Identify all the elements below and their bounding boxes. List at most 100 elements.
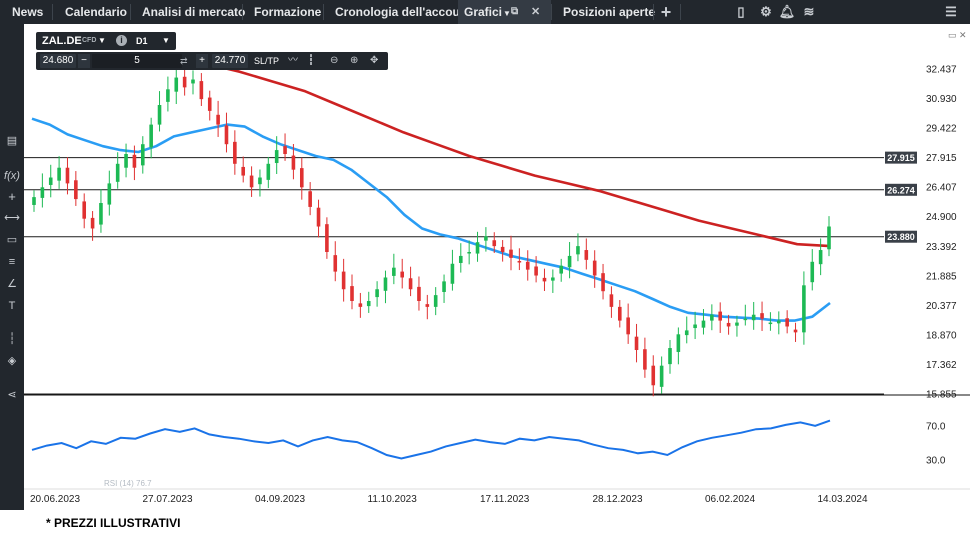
candle-body: [417, 286, 421, 302]
minus-button[interactable]: −: [78, 54, 90, 68]
candle-body: [718, 311, 723, 321]
top-navigation-bar: News Calendario Analisi di mercato Forma…: [0, 0, 970, 24]
chart-area[interactable]: 27.915 26.274 23.880 32.437 30.930 29.422 27.…: [24, 24, 970, 510]
tab-grafici-label: Grafici: [464, 5, 503, 19]
date-axis-tick: 11.10.2023: [368, 494, 418, 505]
candle-body: [325, 224, 329, 253]
tab-analisi-di-mercato[interactable]: Analisi di mercato: [142, 5, 246, 19]
chevron-down-icon[interactable]: ▼: [503, 9, 511, 18]
price-axis-tick: 30.930: [926, 94, 957, 105]
layers-icon[interactable]: ◈: [7, 355, 17, 367]
channel-icon[interactable]: ∠: [7, 278, 17, 290]
candle-body: [576, 246, 580, 255]
candle-body: [40, 187, 45, 198]
share-icon[interactable]: ⋖: [7, 389, 17, 401]
candle-body: [584, 250, 589, 260]
tab-grafici[interactable]: Grafici▼ ⧉ ✕: [458, 0, 551, 24]
tab-posizioni-aperte[interactable]: Posizioni aperte: [563, 5, 656, 19]
candle-body: [542, 277, 547, 282]
price-axis-tick: 18.870: [926, 330, 957, 341]
ruler-icon[interactable]: ┆: [8, 333, 16, 345]
date-axis-tick: 28.12.2023: [593, 494, 643, 505]
candle-body: [191, 79, 195, 84]
chevron-down-icon[interactable]: ▼: [98, 36, 106, 45]
level-label-box: [885, 151, 917, 164]
trend-icon[interactable]: 〰: [288, 55, 298, 66]
timeframe-select[interactable]: D1: [136, 36, 148, 46]
candle-body: [735, 322, 739, 326]
candle-body: [341, 271, 346, 290]
info-icon[interactable]: i: [116, 35, 127, 46]
fibonacci-icon[interactable]: ≡: [8, 256, 16, 268]
popout-icon[interactable]: ⧉: [511, 6, 519, 17]
tab-cronologia-account[interactable]: Cronologia dell'account: [335, 5, 472, 19]
candle-body: [701, 320, 706, 328]
swap-icon[interactable]: ⇄: [180, 56, 188, 66]
candle-body: [157, 105, 162, 125]
tab-formazione[interactable]: Formazione: [254, 5, 322, 19]
layout-icon[interactable]: ▯: [737, 4, 745, 19]
candle-body: [48, 177, 53, 185]
buy-price[interactable]: 24.770: [212, 54, 248, 68]
candle-body: [534, 266, 538, 276]
candle-body: [592, 260, 597, 276]
collapse-icon[interactable]: ▭ ✕: [948, 30, 967, 40]
candle-body: [182, 76, 187, 88]
candle-body: [140, 144, 145, 166]
candle-body: [199, 81, 204, 100]
chevron-down-icon[interactable]: ▼: [162, 36, 170, 45]
rsi-line: [31, 419, 831, 460]
date-axis-tick: 20.06.2023: [30, 494, 80, 505]
left-toolbar: ▤ f(x) + ⟷ ▭ ≡ ∠ T ┆ ◈ ⋖: [0, 24, 24, 510]
wifi-icon: ≋: [803, 4, 815, 19]
plus-button[interactable]: +: [196, 54, 208, 68]
chart-type-icon[interactable]: ▤: [6, 135, 18, 147]
add-tab-icon[interactable]: +: [660, 2, 672, 22]
menu-icon[interactable]: ☰: [945, 4, 957, 19]
candle-body: [785, 318, 789, 327]
sell-price[interactable]: 24.680: [40, 54, 76, 68]
candle-body: [57, 167, 61, 181]
instrument-symbol[interactable]: ZAL.DE: [42, 35, 82, 47]
line-tool-icon[interactable]: ⟷: [4, 212, 20, 224]
bell-icon[interactable]: 🔔︎: [778, 4, 796, 19]
candle-body: [350, 286, 354, 302]
candle-body: [216, 114, 220, 125]
candle-body: [810, 261, 815, 283]
candle-body: [115, 163, 120, 182]
price-axis-tick: 17.362: [926, 360, 957, 371]
sltp-button[interactable]: SL/TP: [254, 56, 280, 66]
tab-calendario[interactable]: Calendario: [65, 5, 128, 19]
zoom-out-icon[interactable]: ⊖: [330, 55, 339, 66]
candle-body: [392, 267, 396, 276]
candle-body: [400, 271, 405, 278]
instrument-type: CFD: [82, 37, 97, 44]
text-tool-icon[interactable]: T: [8, 300, 16, 312]
tab-news[interactable]: News: [12, 5, 44, 19]
indicator-icon[interactable]: f(x): [4, 170, 20, 182]
candle-body: [684, 330, 689, 336]
candle-body: [626, 317, 630, 335]
candles-icon[interactable]: ┇: [308, 55, 315, 66]
candle-body: [760, 313, 764, 319]
candle-body: [710, 314, 714, 321]
candle-body: [484, 236, 488, 241]
rectangle-icon[interactable]: ▭: [6, 234, 18, 246]
candle-body: [316, 207, 321, 227]
close-icon[interactable]: ✕: [531, 6, 541, 18]
quantity-input[interactable]: 5: [92, 54, 182, 68]
candle-body: [82, 201, 87, 219]
move-icon[interactable]: ✥: [370, 55, 379, 66]
candle-body: [776, 320, 781, 324]
price-chart[interactable]: 27.915 26.274 23.880 32.437 30.930 29.422 27.…: [24, 24, 970, 510]
candle-body: [433, 295, 438, 307]
level-label: 26.274: [887, 185, 915, 195]
crosshair-icon[interactable]: +: [8, 189, 16, 204]
candle-body: [366, 301, 371, 307]
settings-icon[interactable]: ⚙: [760, 4, 772, 19]
candle-body: [509, 249, 513, 258]
candle-body: [668, 348, 672, 365]
level-label: 27.915: [887, 153, 915, 163]
zoom-in-icon[interactable]: ⊕: [350, 55, 359, 66]
candle-body: [249, 175, 254, 188]
